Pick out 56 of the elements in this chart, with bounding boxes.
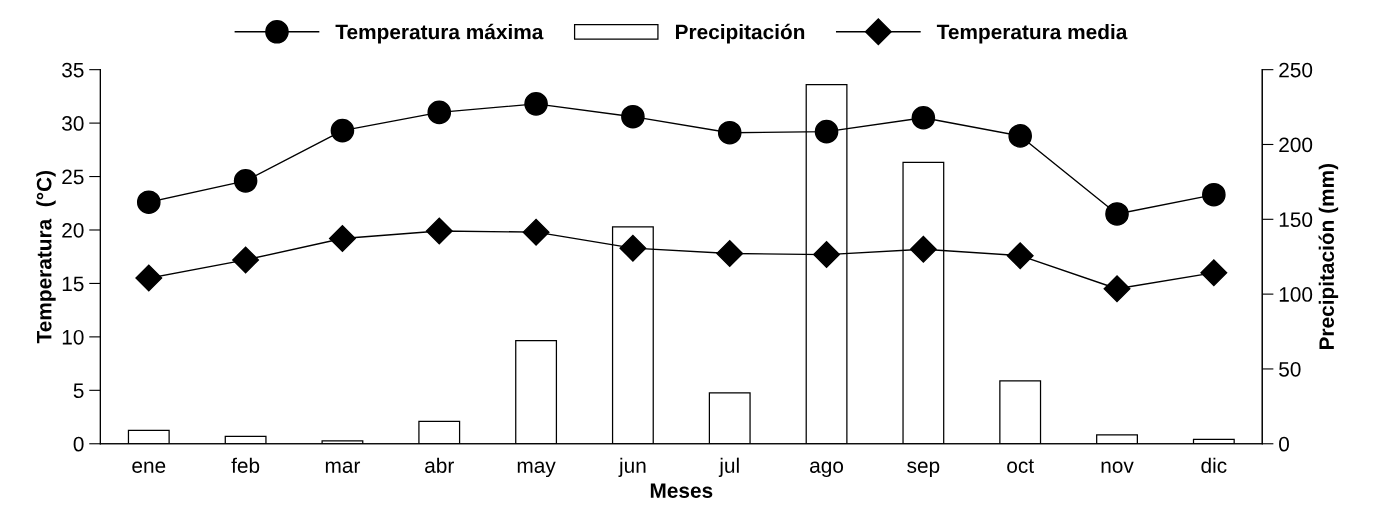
y2-tick-label: 150	[1279, 212, 1313, 228]
point	[716, 240, 744, 267]
point	[425, 217, 453, 245]
x-tick-label: sep	[907, 461, 940, 478]
point	[619, 234, 647, 262]
point	[427, 100, 452, 125]
point	[909, 235, 937, 263]
y-tick-label: 10	[62, 329, 84, 345]
legend-label: Temperatura media	[936, 24, 1128, 44]
x-axis-title: Meses	[650, 483, 713, 498]
point	[621, 104, 645, 129]
y-axis-title: Temperatura (°C)	[36, 171, 56, 344]
y-tick-label: 5	[73, 383, 84, 399]
x-tick-label: oct	[1007, 459, 1034, 473]
point	[524, 92, 548, 116]
point	[1105, 202, 1129, 226]
y-tick-label: 15	[62, 276, 84, 292]
point	[1202, 182, 1226, 207]
y-tick-label: 25	[62, 169, 84, 185]
point	[232, 246, 260, 274]
x-tick-label: mar	[325, 461, 361, 473]
y2-axis-title: Precipitación (mm)	[1318, 163, 1339, 350]
x-tick-label: jun	[618, 457, 646, 478]
legend-label: Precipitación	[675, 23, 805, 44]
point	[233, 169, 258, 193]
x-tick-label: dic	[1201, 457, 1227, 473]
point	[1103, 275, 1131, 303]
point	[330, 118, 355, 143]
legend-label: Temperatura máxima	[335, 23, 544, 44]
point	[717, 120, 742, 145]
y-tick-label: 35	[62, 62, 84, 78]
y-tick-label: 30	[62, 116, 84, 131]
y2-tick-label: 50	[1279, 361, 1301, 377]
y2-tick-label: 0	[1279, 436, 1289, 452]
x-tick-label: nov	[1101, 461, 1134, 473]
point	[813, 241, 841, 269]
point	[328, 225, 356, 253]
point	[1200, 259, 1228, 287]
x-tick-label: jul	[718, 457, 739, 478]
x-tick-label: ene	[132, 461, 166, 473]
point	[522, 218, 550, 246]
point	[1006, 242, 1034, 270]
x-tick-label: feb	[231, 457, 260, 473]
x-tick-label: abr	[425, 457, 454, 473]
y2-tick-label: 250	[1279, 62, 1313, 78]
y2-tick-label: 200	[1279, 137, 1313, 153]
point	[136, 190, 161, 215]
point	[1008, 124, 1032, 148]
point	[814, 119, 839, 144]
y-tick-label: 20	[62, 222, 84, 238]
x-tick-label: ago	[810, 461, 844, 478]
x-tick-label: may	[517, 461, 556, 478]
y2-tick-label: 100	[1279, 287, 1313, 302]
point	[135, 264, 163, 292]
point	[911, 105, 936, 130]
y-tick-label: 0	[73, 436, 84, 452]
